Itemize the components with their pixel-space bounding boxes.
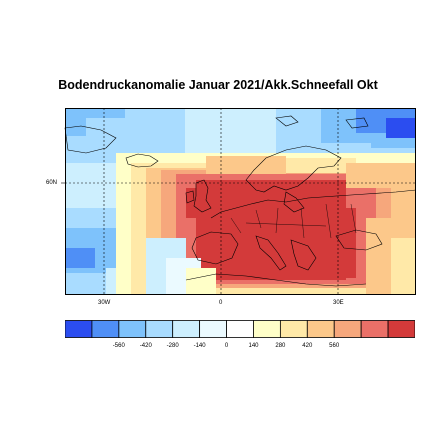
legend-tick-label: 560 (329, 343, 340, 349)
anomaly-field (46, 108, 416, 294)
legend-tick-label: -420 (139, 343, 152, 349)
legend-tick-label: -140 (193, 343, 206, 349)
color-legend (65, 320, 415, 338)
legend-tick-label: 0 (224, 343, 229, 349)
anomaly-map (46, 108, 416, 294)
legend-swatch-8 (279, 320, 308, 338)
legend-swatch-12 (387, 320, 415, 338)
legend-tick-label: -560 (112, 343, 125, 349)
legend-swatch-5 (199, 320, 227, 338)
legend-swatch-1 (91, 320, 120, 338)
legend-bar (65, 320, 415, 338)
map-title: Bodendruckanomalie Januar 2021/Akk.Schne… (58, 78, 378, 92)
graticule (65, 108, 416, 294)
legend-swatch-2 (118, 320, 147, 338)
lon-label-30e: 30E (333, 300, 344, 306)
lat-label-60n: 60N (46, 180, 58, 186)
legend-swatch-7 (253, 320, 281, 338)
coastlines (64, 115, 416, 287)
lon-label-30w: 30W (98, 300, 111, 306)
legend-tick-label: 140 (248, 343, 259, 349)
legend-swatch-10 (333, 320, 362, 338)
legend-swatch-6 (226, 320, 254, 338)
legend-tick-label: 280 (275, 343, 286, 349)
legend-tick-label: -280 (166, 343, 179, 349)
legend-swatch-0 (65, 320, 93, 338)
legend-swatch-9 (306, 320, 335, 338)
legend-swatch-4 (172, 320, 201, 338)
legend-tick-label: 420 (302, 343, 313, 349)
legend-swatch-11 (360, 320, 389, 338)
legend-swatch-3 (145, 320, 174, 338)
lon-label-0: 0 (219, 300, 223, 306)
